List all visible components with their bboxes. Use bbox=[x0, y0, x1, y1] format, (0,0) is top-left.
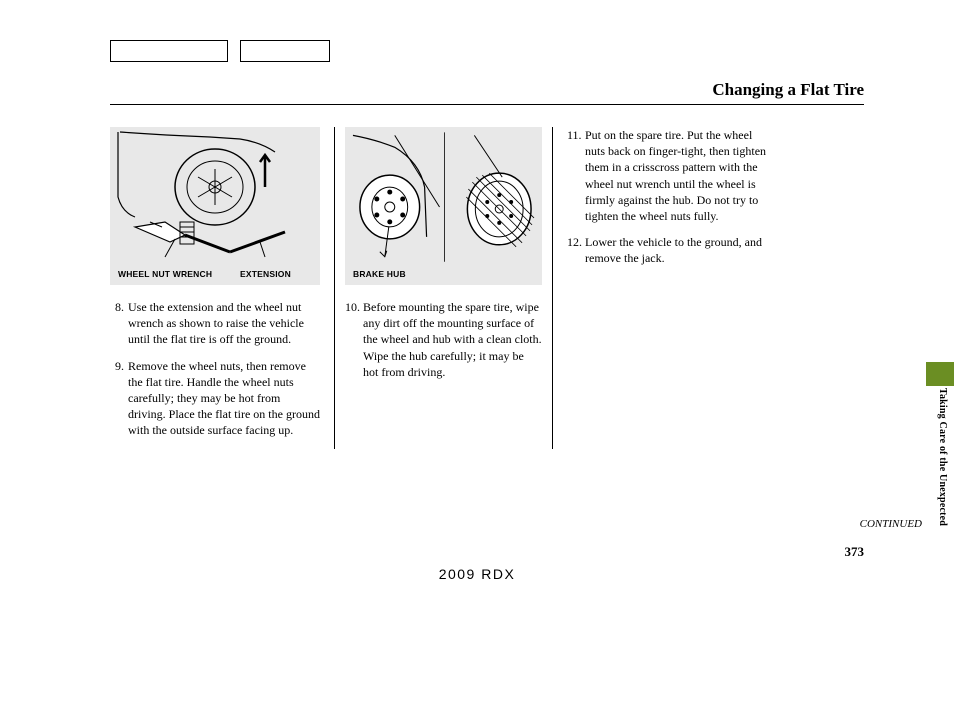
step-10: 10. Before mounting the spare tire, wipe… bbox=[345, 299, 542, 380]
column-2: BRAKE HUB 10. Before mounting the spare … bbox=[334, 127, 552, 449]
step-text: Put on the spare tire. Put the wheel nut… bbox=[585, 127, 770, 224]
diagram-label-extension: EXTENSION bbox=[240, 269, 291, 279]
continued-label: CONTINUED bbox=[860, 518, 922, 530]
step-number: 8. bbox=[110, 299, 128, 348]
nav-box-1[interactable] bbox=[110, 40, 228, 62]
step-12: 12. Lower the vehicle to the ground, and… bbox=[567, 234, 770, 266]
step-text: Before mounting the spare tire, wipe any… bbox=[363, 299, 542, 380]
step-9: 9. Remove the wheel nuts, then remove th… bbox=[110, 358, 320, 439]
step-number: 12. bbox=[567, 234, 585, 266]
nav-boxes bbox=[110, 40, 864, 62]
step-8: 8. Use the extension and the wheel nut w… bbox=[110, 299, 320, 348]
step-text: Use the extension and the wheel nut wren… bbox=[128, 299, 320, 348]
nav-box-2[interactable] bbox=[240, 40, 330, 62]
page-number: 373 bbox=[845, 544, 865, 560]
diagram-label-brakehub: BRAKE HUB bbox=[353, 269, 406, 279]
step-number: 11. bbox=[567, 127, 585, 224]
column-3: 11. Put on the spare tire. Put the wheel… bbox=[552, 127, 770, 449]
diagram-wheel-wrench: WHEEL NUT WRENCH EXTENSION bbox=[110, 127, 320, 285]
diagram-brake-hub: BRAKE HUB bbox=[345, 127, 542, 285]
step-text: Remove the wheel nuts, then remove the f… bbox=[128, 358, 320, 439]
page-title: Changing a Flat Tire bbox=[110, 80, 864, 105]
section-tab bbox=[926, 362, 954, 386]
diagram-label-wrench: WHEEL NUT WRENCH bbox=[118, 269, 212, 279]
step-11: 11. Put on the spare tire. Put the wheel… bbox=[567, 127, 770, 224]
column-1: WHEEL NUT WRENCH EXTENSION 8. Use the ex… bbox=[110, 127, 334, 449]
section-label: Taking Care of the Unexpected bbox=[937, 388, 948, 526]
step-number: 10. bbox=[345, 299, 363, 380]
step-number: 9. bbox=[110, 358, 128, 439]
footer-model: 2009 RDX bbox=[439, 566, 516, 582]
step-text: Lower the vehicle to the ground, and rem… bbox=[585, 234, 770, 266]
content-columns: WHEEL NUT WRENCH EXTENSION 8. Use the ex… bbox=[110, 127, 864, 449]
